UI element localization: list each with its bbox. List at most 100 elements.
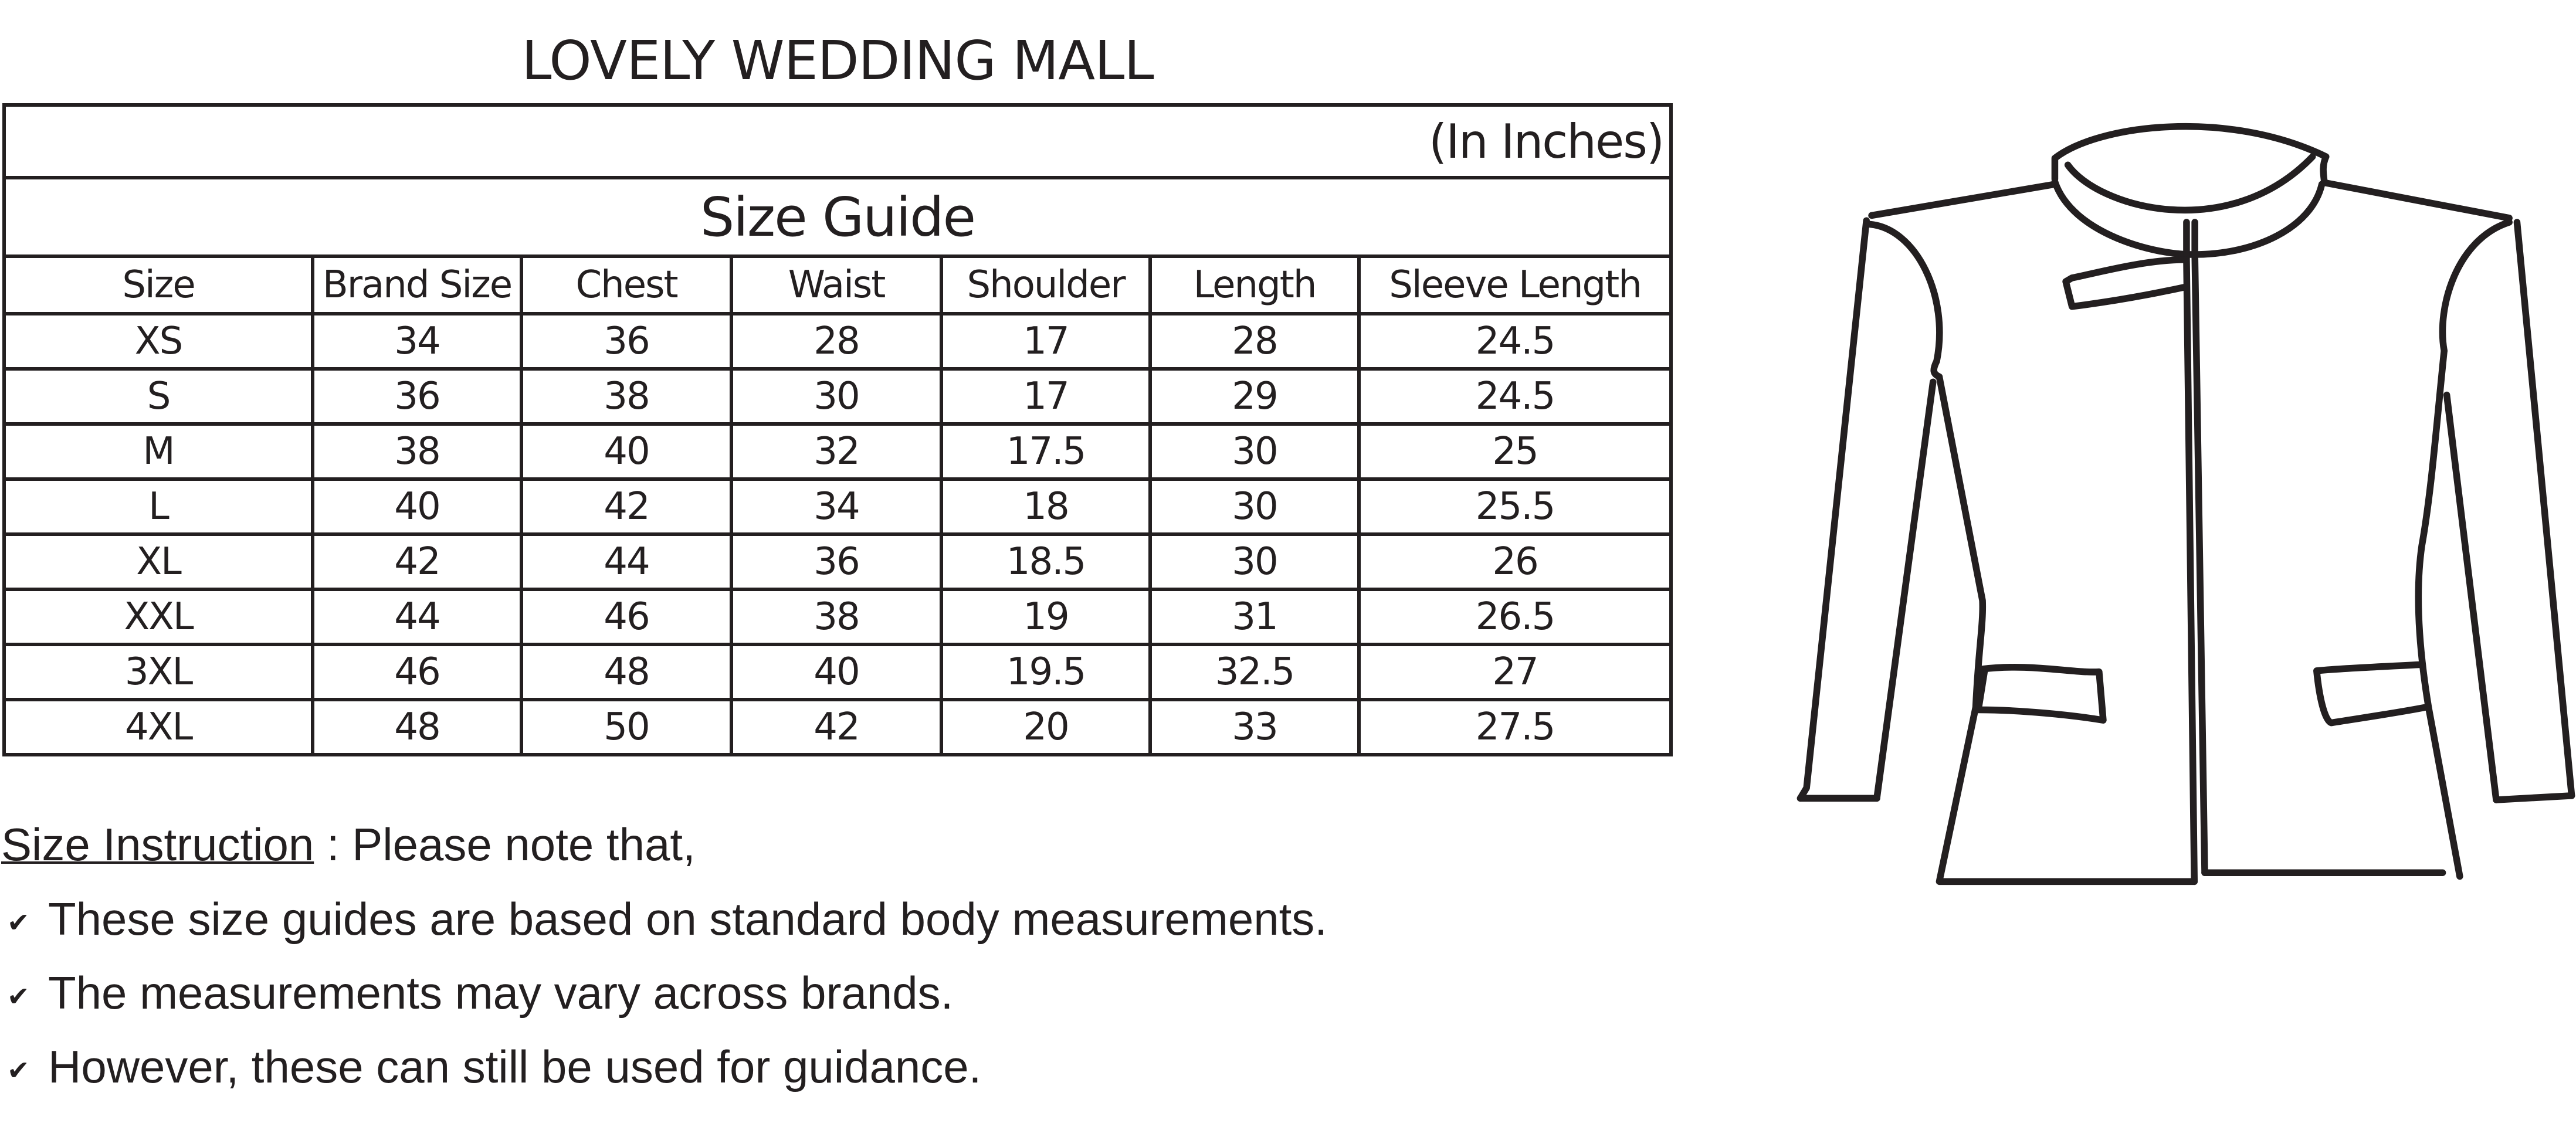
table-cell: 36	[520, 312, 733, 371]
table-cell: 26.5	[1357, 588, 1673, 646]
table-row: XXL 44 46 38 19 31 26.5	[2, 588, 1673, 646]
table-row: 4XL 48 50 42 20 33 27.5	[2, 698, 1673, 756]
table-row: XL 42 44 36 18.5 30 26	[2, 532, 1673, 591]
table-cell: 33	[1148, 698, 1361, 756]
left-pocket	[1975, 664, 2107, 724]
size-guide-table: (In Inches) Size Guide Size Brand Size Che…	[2, 103, 1673, 756]
table-row: S 36 38 30 17 29 24.5	[2, 367, 1673, 426]
table-cell: 48	[520, 643, 733, 701]
table-cell: 30	[1148, 422, 1361, 481]
column-header: Chest	[520, 254, 733, 315]
column-header: Shoulder	[940, 254, 1152, 315]
right-pocket	[2313, 661, 2429, 727]
size-instruction-label: Size Instruction	[1, 819, 314, 870]
table-cell: L	[2, 477, 314, 536]
table-cell: 32	[730, 422, 943, 481]
table-cell: 4XL	[2, 698, 314, 756]
instruction-item: ✔ These size guides are based on standard…	[7, 893, 1327, 946]
check-icon: ✔	[7, 907, 30, 938]
table-cell: 17.5	[940, 422, 1152, 481]
table-cell: 34	[730, 477, 943, 536]
table-cell: 40	[311, 477, 523, 536]
table-row: 3XL 46 48 40 19.5 32.5 27	[2, 643, 1673, 701]
instruction-text: However, these can still be used for gui…	[48, 1041, 982, 1092]
column-header: Length	[1148, 254, 1361, 315]
table-cell: 17	[940, 367, 1152, 426]
center-placket-right	[2191, 219, 2208, 876]
table-cell: 27	[1357, 643, 1673, 701]
column-header: Sleeve Length	[1357, 254, 1673, 315]
chest-pocket	[2062, 256, 2190, 310]
table-cell: 32.5	[1148, 643, 1361, 701]
table-cell: 25	[1357, 422, 1673, 481]
left-sleeve-inner	[1873, 378, 1937, 802]
check-icon: ✔	[7, 1055, 30, 1086]
table-cell: 29	[1148, 367, 1361, 426]
left-body-side	[1936, 373, 2198, 885]
column-header: Waist	[730, 254, 943, 315]
instruction-text: The measurements may vary across brands.	[48, 967, 954, 1019]
table-cell: 17	[940, 312, 1152, 371]
table-cell: 30	[1148, 477, 1361, 536]
right-body-side	[2415, 347, 2463, 880]
table-cell: 24.5	[1357, 312, 1673, 371]
jacket-illustration	[1797, 123, 2575, 885]
left-armhole	[1866, 220, 1943, 381]
left-shoulder	[1868, 181, 2059, 219]
right-cuff	[2493, 792, 2575, 803]
table-cell: 42	[520, 477, 733, 536]
table-cell: 28	[730, 312, 943, 371]
instruction-item: ✔ The measurements may vary across brands…	[7, 966, 953, 1020]
collar-inner	[2064, 153, 2316, 214]
table-cell: 44	[311, 588, 523, 646]
units-label: (In Inches)	[2, 103, 1673, 179]
right-sleeve-inner	[2443, 391, 2500, 803]
table-cell: XXL	[2, 588, 314, 646]
table-cell: 38	[730, 588, 943, 646]
table-cell: 19	[940, 588, 1152, 646]
table-cell: 40	[520, 422, 733, 481]
size-instruction: Size Instruction : Please note that,	[1, 818, 696, 871]
table-cell: 46	[520, 588, 733, 646]
table-cell: 42	[311, 532, 523, 591]
table-cell: 20	[940, 698, 1152, 756]
table-cell: 25.5	[1357, 477, 1673, 536]
right-shoulder	[2321, 179, 2513, 222]
table-cell: 27.5	[1357, 698, 1673, 756]
table-cell: XS	[2, 312, 314, 371]
instruction-item: ✔ However, these can still be used for gu…	[7, 1040, 981, 1094]
check-icon: ✔	[7, 981, 30, 1012]
table-cell: 3XL	[2, 643, 314, 701]
table-cell: 30	[730, 367, 943, 426]
table-cell: 48	[311, 698, 523, 756]
table-cell: 34	[311, 312, 523, 371]
page-title: LOVELY WEDDING MALL	[521, 29, 1154, 92]
collar-outer	[2051, 123, 2330, 186]
table-cell: 24.5	[1357, 367, 1673, 426]
table-cell: 18	[940, 477, 1152, 536]
table-cell: 44	[520, 532, 733, 591]
table-cell: 19.5	[940, 643, 1152, 701]
size-instruction-intro: : Please note that,	[314, 819, 696, 870]
table-cell: 36	[311, 367, 523, 426]
table-heading: Size Guide	[2, 176, 1673, 258]
table-cell: 40	[730, 643, 943, 701]
table-cell: S	[2, 367, 314, 426]
table-cell: 36	[730, 532, 943, 591]
table-cell: 38	[311, 422, 523, 481]
column-header: Size	[2, 254, 314, 315]
table-cell: 31	[1148, 588, 1361, 646]
table-cell: M	[2, 422, 314, 481]
right-armhole	[2439, 219, 2513, 354]
table-cell: XL	[2, 532, 314, 591]
table-cell: 30	[1148, 532, 1361, 591]
table-cell: 28	[1148, 312, 1361, 371]
table-cell: 26	[1357, 532, 1673, 591]
left-sleeve-outer	[1797, 217, 1870, 802]
instruction-text: These size guides are based on standard …	[48, 893, 1327, 945]
header-row: Size Brand Size Chest Waist Shoulder Length Sl…	[2, 254, 1673, 315]
table-cell: 38	[520, 367, 733, 426]
table-cell: 50	[520, 698, 733, 756]
table-cell: 42	[730, 698, 943, 756]
table-row: M 38 40 32 17.5 30 25	[2, 422, 1673, 481]
